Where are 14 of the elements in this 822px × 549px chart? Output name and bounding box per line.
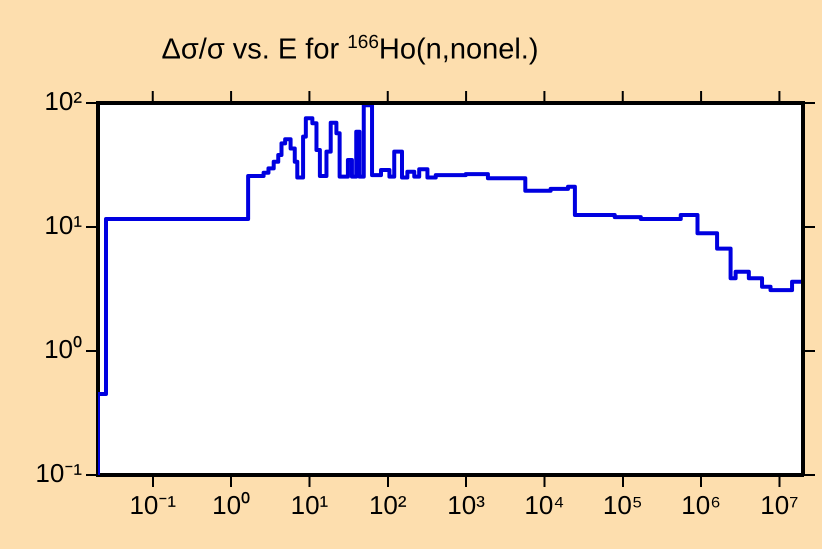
x-tick-label: 10¹ <box>290 490 329 520</box>
y-tick-label: 10⁰ <box>44 334 82 364</box>
y-tick-label: 10⁻¹ <box>35 458 82 488</box>
x-tick-label: 10⁵ <box>602 490 643 520</box>
y-tick-label: 10¹ <box>44 210 82 240</box>
y-tick-label: 10² <box>44 86 82 116</box>
x-tick-label: 10⁷ <box>760 490 799 520</box>
x-tick-label: 10⁶ <box>681 490 721 520</box>
x-tick-label: 10⁴ <box>524 490 564 520</box>
x-tick-label: 10⁻¹ <box>129 490 176 520</box>
chart-title: Δσ/σ vs. E for $^{166}$Ho(n,nonel.) <box>160 32 540 67</box>
x-tick-label: 10² <box>368 490 407 520</box>
x-tick-label: 10⁰ <box>212 490 250 520</box>
x-tick-label: 10³ <box>447 490 486 520</box>
